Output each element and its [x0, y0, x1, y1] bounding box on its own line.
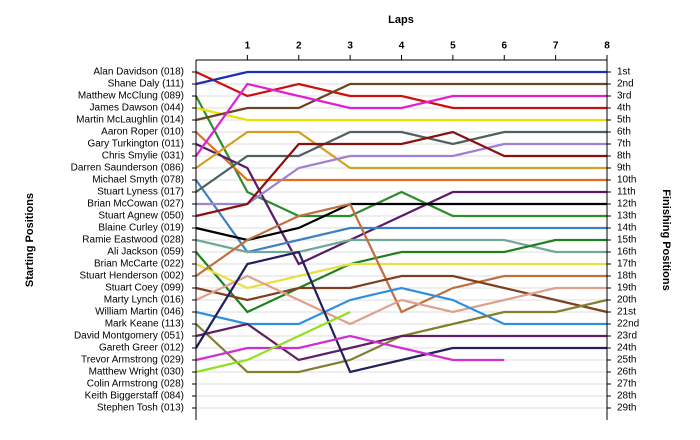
- y-tick-label: Darren Saunderson (086): [71, 163, 184, 174]
- y-tick-label: Ramie Eastwood (028): [82, 235, 184, 246]
- series-line: [195, 322, 607, 362]
- y2-tick-label: 28th: [617, 391, 636, 402]
- y-tick-label: William Martin (046): [95, 307, 184, 318]
- series-line: [195, 250, 607, 374]
- y2-tick-label: 20th: [617, 295, 636, 306]
- series-line: [196, 142, 607, 206]
- y2-tick-label: 5th: [617, 115, 631, 126]
- y2-tick-label: 6th: [617, 127, 631, 138]
- x-tick-label: 2: [296, 41, 302, 52]
- y-tick-label: Gareth Greer (012): [99, 343, 184, 354]
- series-line: [195, 130, 607, 218]
- series-line: [195, 202, 607, 314]
- y2-tick-label: 19th: [617, 283, 636, 294]
- x-tick-label: 5: [450, 41, 456, 52]
- y-tick-label: Shane Daly (111): [108, 79, 184, 90]
- y2-tick-label: 24th: [617, 343, 636, 354]
- series-line: [195, 274, 607, 326]
- y-tick-label: Colin Armstrong (028): [87, 379, 184, 390]
- series-line: [195, 130, 607, 170]
- x-tick-label: 6: [501, 41, 507, 52]
- series-line: [195, 71, 607, 110]
- series-line: [195, 70, 607, 86]
- series-line: [195, 202, 607, 242]
- y2-tick-label: 15th: [617, 235, 636, 246]
- series-line: [195, 179, 607, 254]
- x-tick-label: 3: [347, 41, 353, 52]
- axes: Alan Davidson (018)Shane Daly (111)Matth…: [71, 41, 639, 420]
- y2-tick-label: 7th: [617, 139, 631, 150]
- y-tick-label: Alan Davidson (018): [93, 67, 184, 78]
- x-tick-label: 1: [245, 41, 251, 52]
- series-line: [195, 286, 607, 326]
- y2-tick-label: 22nd: [617, 319, 639, 330]
- y2-tick-label: 3rd: [617, 91, 631, 102]
- series-line: [195, 130, 607, 193]
- y2-tick-label: 18th: [617, 271, 636, 282]
- y-tick-label: Marty Lynch (016): [104, 295, 184, 306]
- series-line: [195, 238, 607, 314]
- y2-tick-label: 9th: [617, 163, 631, 174]
- y2-tick-label: 17th: [617, 259, 636, 270]
- y2-tick-label: 27th: [617, 379, 636, 390]
- y-tick-label: Stuart Agnew (050): [98, 211, 184, 222]
- y2-tick-label: 8th: [617, 151, 631, 162]
- y2-tick-label: 29th: [617, 403, 636, 414]
- y-tick-label: Keith Biggerstaff (084): [85, 391, 184, 402]
- y2-tick-label: 13th: [617, 211, 636, 222]
- y2-tick-label: 1st: [617, 67, 631, 78]
- y2-tick-label: 21st: [617, 307, 636, 318]
- series-line: [195, 131, 607, 182]
- y-tick-label: Chris Smylie (031): [102, 151, 184, 162]
- y-tick-label: Martin McLaughlin (014): [76, 115, 184, 126]
- series-line: [195, 82, 607, 122]
- chart-title: Laps: [388, 14, 414, 26]
- y-tick-label: Trevor Armstrong (029): [81, 355, 184, 366]
- x-tick-label: 4: [399, 41, 405, 52]
- y2-tick-label: 25th: [617, 355, 636, 366]
- y2-tick-label: 2nd: [617, 79, 634, 90]
- y-tick-label: Brian McCarte (022): [94, 259, 184, 270]
- y-tick-label: Ali Jackson (059): [107, 247, 184, 258]
- y-tick-label: Stephen Tosh (013): [97, 403, 184, 414]
- y-tick-label: Michael Smyth (078): [92, 175, 184, 186]
- y2-tick-label: 11th: [617, 187, 636, 198]
- y-axis-title: Starting Positions: [24, 193, 36, 287]
- y2-tick-label: 14th: [617, 223, 636, 234]
- x-tick-label: 7: [553, 41, 559, 52]
- y-tick-label: James Dawson (044): [90, 103, 184, 114]
- y2-tick-label: 4th: [617, 103, 631, 114]
- y-tick-label: Stuart Henderson (002): [79, 271, 184, 282]
- series-line: [195, 82, 607, 157]
- y2-axis-title: Finishing Positions: [660, 189, 672, 290]
- y2-tick-label: 26th: [617, 367, 636, 378]
- series-line: [195, 274, 608, 314]
- y-tick-label: Stuart Lyness (017): [97, 187, 184, 198]
- y2-tick-label: 16th: [617, 247, 636, 258]
- lines: [195, 70, 608, 374]
- x-tick-label: 8: [604, 41, 610, 52]
- y-tick-label: Matthew Wright (030): [89, 367, 184, 378]
- y-tick-label: Stuart Coey (099): [105, 283, 184, 294]
- y2-tick-label: 23rd: [617, 331, 637, 342]
- y-tick-label: Aaron Roper (010): [101, 127, 184, 138]
- series-line: [195, 143, 607, 266]
- y-tick-label: Brian McCowan (027): [87, 199, 184, 210]
- series-line: [195, 334, 505, 362]
- series-line: [195, 106, 607, 122]
- y2-tick-label: 12th: [617, 199, 636, 210]
- y-tick-label: Mark Keane (113): [105, 319, 184, 330]
- y2-tick-label: 10th: [617, 175, 636, 186]
- series-line: [195, 311, 351, 374]
- series-line: [195, 238, 607, 254]
- y-tick-label: Matthew McClung (089): [78, 91, 184, 102]
- y-tick-label: David Montgomery (051): [74, 331, 184, 342]
- y-tick-label: Gary Turkington (011): [87, 139, 184, 150]
- y-tick-label: Blaine Curley (019): [98, 223, 184, 234]
